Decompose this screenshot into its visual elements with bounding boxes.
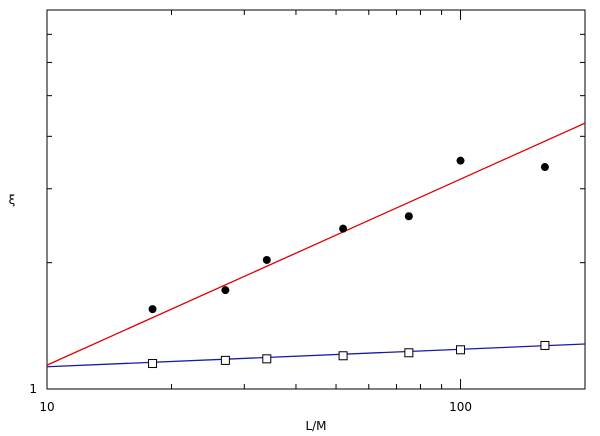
square-marker	[338, 351, 348, 361]
fit-lines	[46, 122, 586, 368]
square-marker	[220, 355, 230, 365]
square-marker	[540, 340, 550, 350]
circle-marker	[404, 212, 413, 221]
square-marker	[404, 348, 414, 358]
square-marker	[148, 359, 158, 369]
x-tick-label: 10	[39, 400, 54, 414]
square-marker	[262, 354, 272, 364]
x-tick-label: 100	[449, 400, 472, 414]
data-points	[148, 156, 550, 369]
circle-marker	[148, 305, 157, 314]
tick-labels: 10 100 1	[29, 382, 472, 414]
circle-marker	[540, 163, 549, 172]
ticks	[46, 9, 586, 389]
circle-marker	[221, 286, 230, 295]
y-tick-label: 1	[29, 382, 37, 396]
square-marker	[456, 345, 466, 355]
circle-marker	[456, 156, 465, 165]
circle-marker	[262, 255, 271, 264]
circle-marker	[339, 224, 348, 233]
y-axis-label: ξ	[9, 193, 16, 207]
fit-line	[46, 343, 586, 368]
x-axis-label: L/M	[305, 419, 326, 433]
fit-line	[46, 122, 586, 366]
plot-frame	[46, 9, 586, 390]
